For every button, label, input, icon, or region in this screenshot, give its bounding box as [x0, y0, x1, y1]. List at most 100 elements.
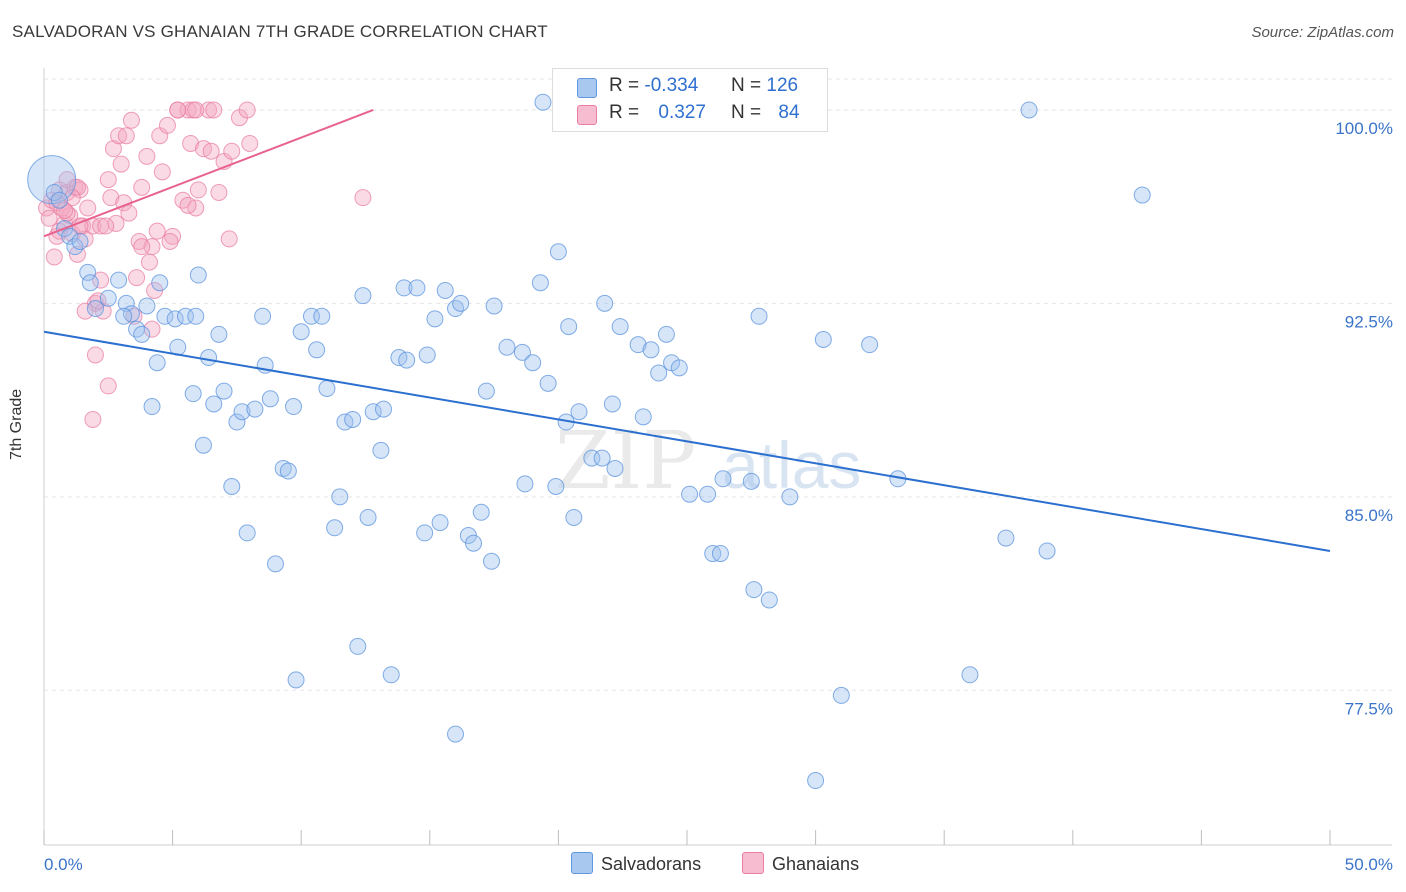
ghanaians-point	[158, 116, 176, 134]
salvadorans-point	[498, 338, 516, 356]
ghanaians-point	[125, 307, 143, 325]
ghanaians-point	[238, 101, 256, 119]
ghanaians-point	[133, 238, 151, 256]
ghanaians-point	[45, 248, 63, 266]
salvadorans-point	[279, 462, 297, 480]
ghanaians-point	[92, 271, 110, 289]
salvadorans-point	[318, 379, 336, 397]
salvadorans-point	[961, 666, 979, 684]
legend-r-value: -0.334	[644, 75, 699, 96]
salvadorans-point	[184, 385, 202, 403]
legend-r-value: 0.327	[658, 102, 706, 123]
salvadorans-point	[143, 398, 161, 416]
salvadorans-point	[416, 524, 434, 542]
salvadorans-point	[233, 403, 251, 421]
salvadorans-point	[292, 323, 310, 341]
salvadorans-point	[331, 488, 349, 506]
salvadorans-point	[1133, 186, 1151, 204]
legend-item-salvadorans[interactable]: Salvadorans	[571, 852, 701, 875]
salvadorans-point	[593, 449, 611, 467]
ghanaians-point	[130, 232, 148, 250]
salvadorans-point	[465, 534, 483, 552]
ghanaians-point	[97, 217, 115, 235]
salvadorans-point	[426, 310, 444, 328]
salvadorans-point	[128, 320, 146, 338]
ghanaians-point	[148, 222, 166, 240]
ghanaians-point	[112, 155, 130, 173]
salvadorans-point	[516, 475, 534, 493]
salvadorans-point	[200, 349, 218, 367]
ghanaians-point	[164, 227, 182, 245]
ghanaians-point	[143, 238, 161, 256]
salvadorans-point	[431, 514, 449, 532]
ghanaians-point	[210, 183, 228, 201]
salvadorans-point	[565, 508, 583, 526]
y-tick-label: 100.0%	[1335, 119, 1393, 138]
ghanaians-point	[179, 196, 197, 214]
tick-labels: 77.5% 85.0% 92.5% 100.0% 0.0% 50.0%	[44, 119, 1393, 874]
salvadorans-point	[364, 403, 382, 421]
salvadorans-point	[261, 390, 279, 408]
ghanaians-point	[107, 214, 125, 232]
y-tick-label: 77.5%	[1345, 699, 1393, 718]
axes	[43, 68, 1392, 846]
salvadorans-point	[699, 485, 717, 503]
salvadorans-point	[807, 772, 825, 790]
legend-label-ghanaians: Ghanaians	[772, 854, 860, 874]
salvadorans-point	[657, 325, 675, 343]
salvadorans-point	[375, 400, 393, 418]
salvadorans-point	[151, 274, 169, 292]
ghanaians-point	[143, 320, 161, 338]
ghanaians-point	[99, 171, 117, 189]
salvadorans-point	[714, 470, 732, 488]
salvadorans-point	[513, 343, 531, 361]
salvadorans-point	[596, 294, 614, 312]
salvadorans-point	[447, 725, 465, 743]
salvadorans-point	[349, 637, 367, 655]
ghanaians-point	[68, 178, 86, 196]
legend-item-ghanaians[interactable]: Ghanaians	[742, 852, 859, 875]
ghanaians-point	[153, 163, 171, 181]
salvadorans-point	[603, 395, 621, 413]
salvadorans-point	[436, 281, 454, 299]
salvadorans-point	[997, 529, 1015, 547]
salvadorans-point	[156, 307, 174, 325]
ghanaians-point	[161, 232, 179, 250]
salvadorans-point	[223, 478, 241, 496]
salvadorans-point	[71, 232, 89, 250]
y-tick-label: 92.5%	[1345, 312, 1393, 331]
salvadorans-point	[246, 400, 264, 418]
ghanaians-point	[220, 230, 238, 248]
ghanaians-point	[122, 111, 140, 129]
legend-n-value: 84	[778, 102, 800, 123]
salvadorans-point	[742, 472, 760, 490]
legend-swatch-salvadorans	[571, 852, 593, 874]
ghanaians-point	[182, 134, 200, 152]
salvadorans-point	[408, 279, 426, 297]
salvadorans-point	[359, 508, 377, 526]
trend-lines	[43, 109, 1331, 552]
source-label: Source: ZipAtlas.com	[1251, 24, 1394, 41]
salvadorans-trend-line	[43, 330, 1331, 552]
chart-title: SALVADORAN VS GHANAIAN 7TH GRADE CORRELA…	[12, 22, 548, 41]
salvadorans-point	[138, 297, 156, 315]
salvadorans-point	[539, 374, 557, 392]
salvadorans-point	[254, 307, 272, 325]
salvadorans-point	[606, 459, 624, 477]
salvadorans-point	[642, 341, 660, 359]
watermark-atlas: atlas	[722, 428, 861, 502]
salvadorans-point	[86, 300, 104, 318]
salvadorans-point	[215, 382, 233, 400]
ghanaians-point	[99, 377, 117, 395]
salvadorans-point	[583, 449, 601, 467]
salvadorans-point	[81, 274, 99, 292]
salvadorans-point	[681, 485, 699, 503]
salvadorans-point	[79, 263, 97, 281]
ghanaians-point	[61, 207, 79, 225]
watermark-zip: ZIP	[555, 414, 696, 507]
salvadorans-point	[99, 289, 117, 307]
salvadorans-point	[611, 318, 629, 336]
legend-n-label: N =	[731, 75, 762, 96]
salvadorans-point	[750, 307, 768, 325]
